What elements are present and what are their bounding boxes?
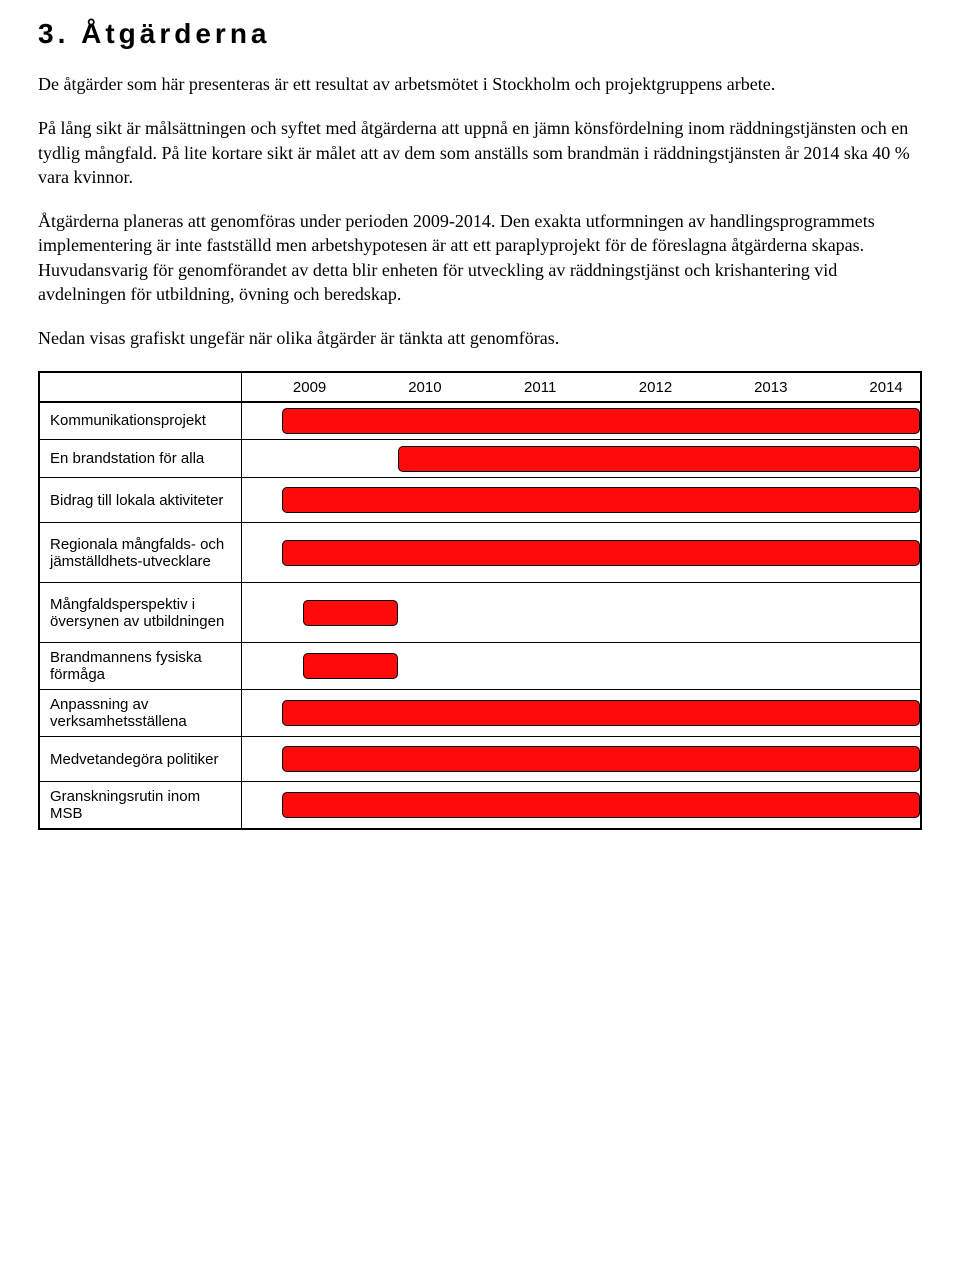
gantt-row: Mångfaldsperspektiv i översynen av utbil… <box>39 583 921 643</box>
gantt-bar-cell <box>241 478 921 523</box>
section-heading: 3. Åtgärderna <box>38 18 922 50</box>
gantt-year-label: 2010 <box>408 379 441 396</box>
gantt-header-spacer <box>39 372 241 402</box>
gantt-bar-cell <box>241 737 921 782</box>
gantt-bar <box>282 408 920 434</box>
gantt-bar <box>303 653 398 679</box>
gantt-row-label: Kommunikationsprojekt <box>39 402 241 440</box>
gantt-table: 2009 2010 2011 2012 2013 2014 Kommunikationspr… <box>38 371 922 831</box>
gantt-row-label: Brandmannens fysiska förmåga <box>39 643 241 690</box>
gantt-row: Granskningsrutin inom MSB <box>39 782 921 830</box>
gantt-row: Anpassning av verksamhetsställena <box>39 690 921 737</box>
gantt-year-label: 2011 <box>524 379 556 396</box>
gantt-row-label: Granskningsrutin inom MSB <box>39 782 241 830</box>
gantt-bar <box>282 746 920 772</box>
gantt-header-row: 2009 2010 2011 2012 2013 2014 <box>39 372 921 402</box>
gantt-bar-cell <box>241 440 921 478</box>
gantt-row-label: Medvetandegöra politiker <box>39 737 241 782</box>
paragraph-3: Åtgärderna planeras att genomföras under… <box>38 209 922 306</box>
gantt-row: Regionala mångfalds- och jämställdhets-u… <box>39 523 921 583</box>
gantt-bar-cell <box>241 523 921 583</box>
gantt-bar <box>398 446 920 472</box>
gantt-bar <box>282 700 920 726</box>
gantt-bar <box>282 792 920 818</box>
gantt-row-label: Bidrag till lokala aktiviteter <box>39 478 241 523</box>
gantt-bar-cell <box>241 402 921 440</box>
gantt-row-label: En brandstation för alla <box>39 440 241 478</box>
paragraph-1: De åtgärder som här presenteras är ett r… <box>38 72 922 96</box>
paragraph-2: På lång sikt är målsättningen och syftet… <box>38 116 922 189</box>
gantt-bar-cell <box>241 690 921 737</box>
gantt-bar <box>303 600 398 626</box>
gantt-bar-cell <box>241 583 921 643</box>
gantt-bar <box>282 540 920 566</box>
gantt-year-label: 2012 <box>639 379 672 396</box>
gantt-bar-cell <box>241 643 921 690</box>
gantt-year-axis: 2009 2010 2011 2012 2013 2014 <box>241 372 921 402</box>
gantt-chart: 2009 2010 2011 2012 2013 2014 Kommunikationspr… <box>38 371 922 831</box>
gantt-row: Kommunikationsprojekt <box>39 402 921 440</box>
gantt-row-label: Regionala mångfalds- och jämställdhets-u… <box>39 523 241 583</box>
gantt-row: Medvetandegöra politiker <box>39 737 921 782</box>
gantt-year-label: 2014 <box>869 379 902 396</box>
gantt-bar-cell <box>241 782 921 830</box>
gantt-bar <box>282 487 920 513</box>
gantt-row: Bidrag till lokala aktiviteter <box>39 478 921 523</box>
gantt-row-label: Anpassning av verksamhetsställena <box>39 690 241 737</box>
paragraph-4: Nedan visas grafiskt ungefär när olika å… <box>38 326 922 350</box>
gantt-row: Brandmannens fysiska förmåga <box>39 643 921 690</box>
gantt-year-label: 2013 <box>754 379 787 396</box>
gantt-year-label: 2009 <box>293 379 326 396</box>
gantt-row: En brandstation för alla <box>39 440 921 478</box>
gantt-row-label: Mångfaldsperspektiv i översynen av utbil… <box>39 583 241 643</box>
